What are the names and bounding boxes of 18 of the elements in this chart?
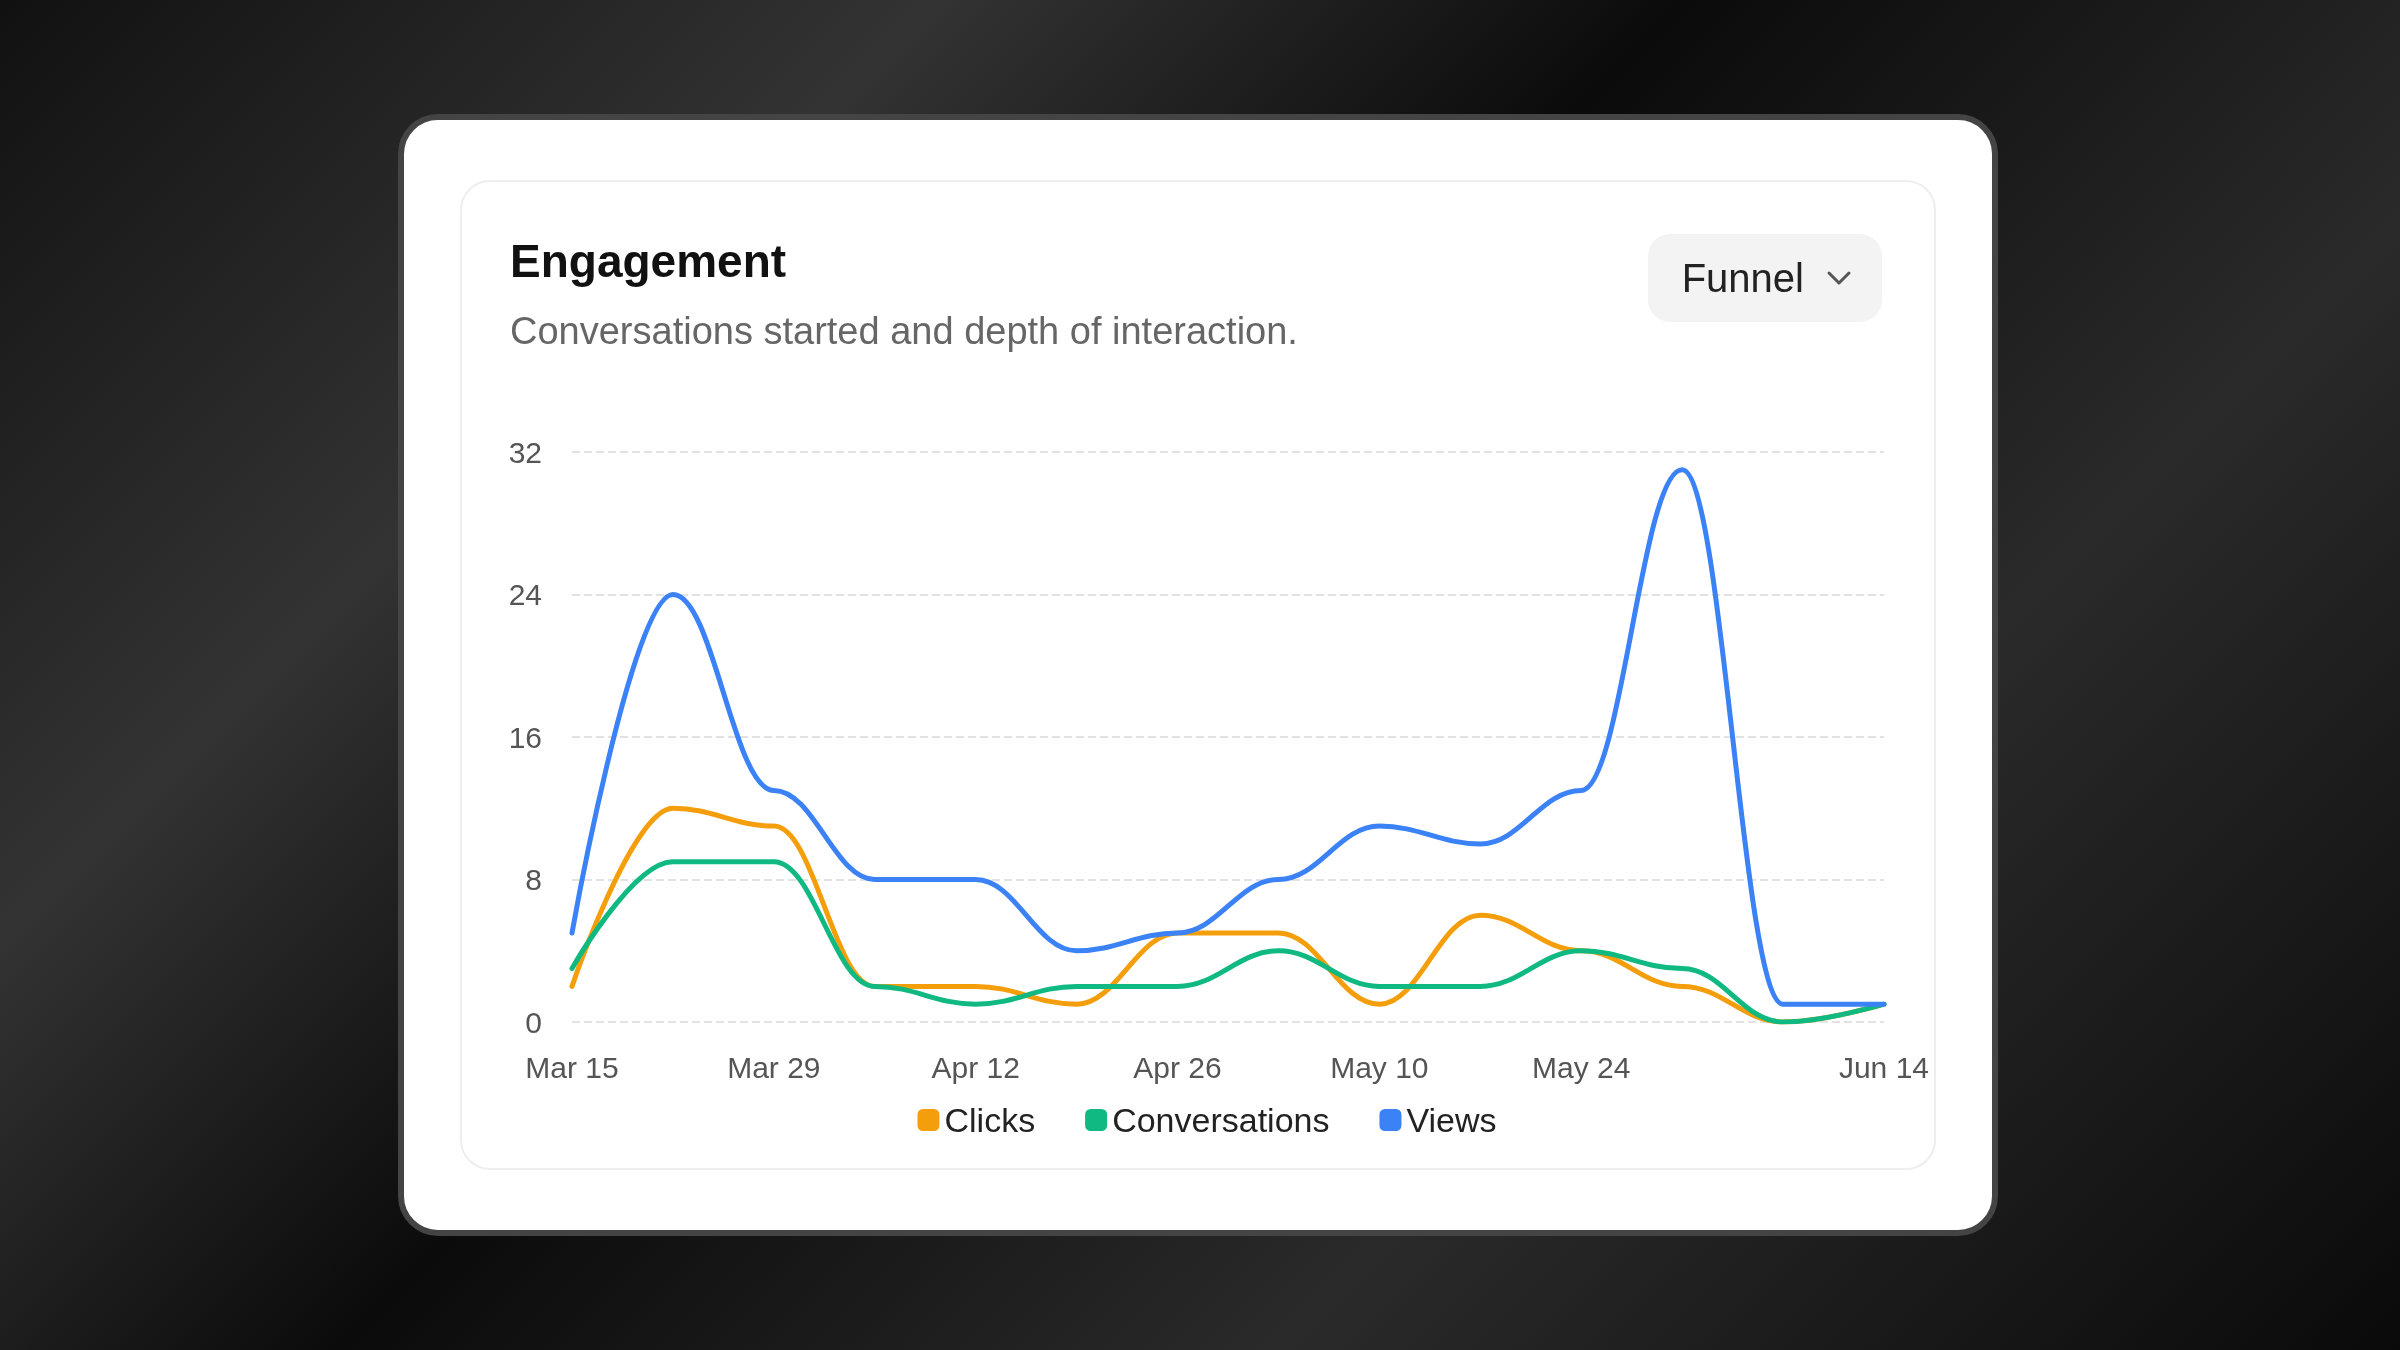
x-tick-label: Mar 29 — [727, 1050, 821, 1084]
legend-label: Conversations — [1112, 1101, 1330, 1139]
legend-label: Clicks — [944, 1101, 1036, 1139]
y-tick-label: 8 — [525, 863, 542, 896]
y-tick-label: 16 — [508, 720, 542, 754]
legend-label: Views — [1406, 1101, 1497, 1139]
chart-subtitle: Conversations started and depth of interaction. — [510, 310, 1298, 353]
x-tick-label: May 10 — [1330, 1050, 1429, 1084]
x-tick-label: Apr 26 — [1133, 1050, 1222, 1084]
y-tick-label: 32 — [508, 435, 542, 469]
x-tick-label: Apr 12 — [931, 1050, 1020, 1084]
x-tick-label: May 24 — [1532, 1050, 1631, 1084]
text: Funnel — [1681, 255, 1804, 301]
chart-title: Engagement — [510, 234, 787, 288]
y-tick-label: 24 — [508, 578, 542, 611]
x-tick-label: Jun 14 — [1838, 1050, 1929, 1084]
y-tick-label: 0 — [525, 1005, 542, 1039]
x-tick-label: Mar 15 — [525, 1050, 619, 1084]
